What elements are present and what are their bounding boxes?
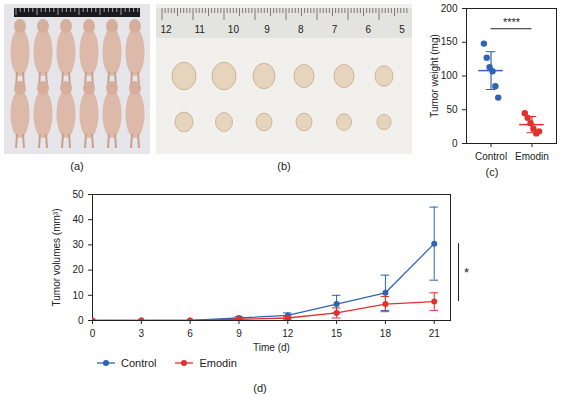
html-text:(b): (b) xyxy=(277,160,291,172)
svg-text:20: 20 xyxy=(72,264,84,275)
svg-text:10: 10 xyxy=(72,290,84,301)
svg-text:8: 8 xyxy=(298,24,304,35)
html-text:(c): (c) xyxy=(485,166,499,178)
svg-text:7: 7 xyxy=(332,24,338,35)
svg-text:5: 5 xyxy=(399,24,405,35)
svg-text:12: 12 xyxy=(282,328,294,339)
svg-text:Tumor volumes (mm³): Tumor volumes (mm³) xyxy=(51,209,62,307)
svg-text:40: 40 xyxy=(72,214,84,225)
html-text:Emodin: Emodin xyxy=(199,357,237,369)
html-text:(d): (d) xyxy=(253,382,267,394)
svg-text:0: 0 xyxy=(78,315,84,326)
svg-text:50: 50 xyxy=(72,189,84,200)
svg-text:11: 11 xyxy=(195,24,206,35)
svg-text:9: 9 xyxy=(236,328,242,339)
svg-text:12: 12 xyxy=(160,24,172,35)
svg-text:Tumor weight (mg): Tumor weight (mg) xyxy=(429,34,440,118)
svg-text:Control: Control xyxy=(475,151,507,162)
svg-text:50: 50 xyxy=(446,104,458,115)
svg-text:15: 15 xyxy=(331,328,343,339)
html-text:Control: Control xyxy=(121,357,157,369)
svg-text:*: * xyxy=(464,265,469,280)
svg-text:3: 3 xyxy=(139,328,145,339)
svg-text:21: 21 xyxy=(429,328,441,339)
svg-text:30: 30 xyxy=(72,239,84,250)
svg-text:0: 0 xyxy=(90,328,96,339)
svg-text:Emodin: Emodin xyxy=(515,151,549,162)
svg-text:100: 100 xyxy=(441,70,458,81)
svg-text:9: 9 xyxy=(264,24,270,35)
svg-text:150: 150 xyxy=(441,36,458,47)
svg-text:Time (d): Time (d) xyxy=(253,342,290,353)
svg-text:****: **** xyxy=(503,16,521,28)
svg-text:6: 6 xyxy=(187,328,193,339)
html-text:(a): (a) xyxy=(70,160,84,172)
svg-text:6: 6 xyxy=(366,24,372,35)
svg-text:18: 18 xyxy=(380,328,392,339)
svg-text:10: 10 xyxy=(228,24,240,35)
svg-text:200: 200 xyxy=(441,3,458,14)
svg-text:0: 0 xyxy=(452,138,458,149)
